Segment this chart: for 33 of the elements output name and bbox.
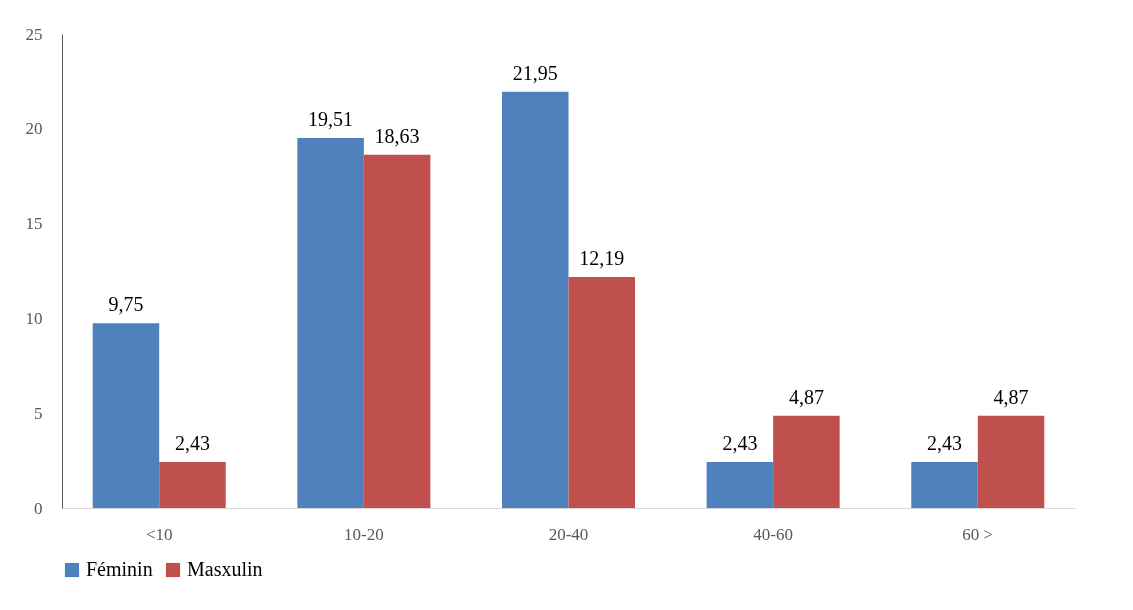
y-tick-label: 0	[34, 498, 43, 518]
bar	[773, 415, 840, 508]
y-tick-label: 15	[25, 214, 43, 234]
bar	[92, 323, 160, 508]
x-tick-label: 20-40	[548, 524, 589, 544]
data-label: 21,95	[512, 61, 558, 84]
y-tick-label: 10	[25, 308, 43, 328]
data-label: 2,43	[174, 431, 210, 454]
bar	[501, 91, 569, 508]
data-label: 4,87	[788, 385, 824, 408]
legend-label: Féminin	[86, 558, 153, 580]
data-label: 9,75	[108, 293, 144, 316]
bar	[363, 154, 431, 508]
data-label: 2,43	[722, 431, 758, 454]
data-label: 19,51	[308, 108, 354, 131]
y-tick-label: 5	[34, 403, 43, 423]
data-label: 2,43	[927, 431, 963, 454]
x-tick-label: 40-60	[753, 524, 793, 544]
data-label: 12,19	[579, 246, 625, 269]
x-tick-label: <10	[145, 524, 173, 544]
y-tick-label: 25	[25, 24, 43, 44]
y-tick-label: 20	[25, 119, 43, 139]
data-label: 4,87	[993, 385, 1029, 408]
bar	[977, 415, 1045, 508]
bar	[568, 276, 636, 508]
legend-label: Masxulin	[187, 558, 263, 580]
bar	[706, 461, 774, 508]
bar	[911, 461, 978, 508]
bar	[297, 138, 364, 508]
x-tick-label: 60 >	[962, 524, 994, 544]
data-label: 18,63	[374, 124, 420, 147]
x-tick-label: 10-20	[344, 524, 384, 544]
bar	[159, 461, 226, 508]
